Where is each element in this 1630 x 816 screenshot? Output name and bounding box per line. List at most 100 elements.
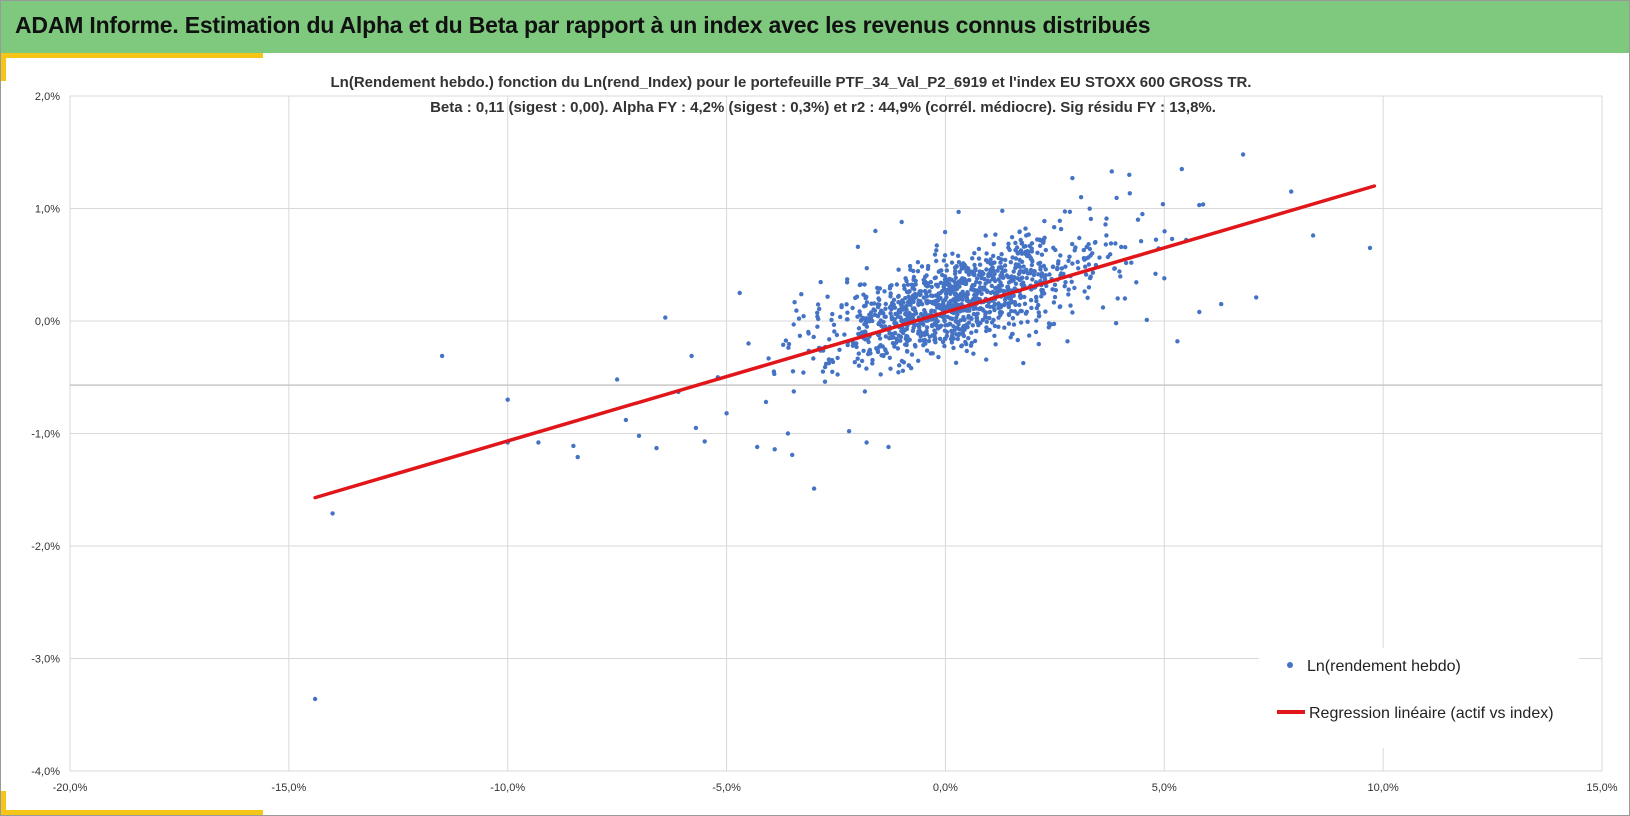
data-point bbox=[934, 248, 939, 253]
data-point bbox=[771, 369, 777, 374]
data-point bbox=[940, 272, 945, 278]
data-point bbox=[1006, 321, 1012, 326]
data-point bbox=[959, 266, 964, 271]
data-point bbox=[1367, 245, 1373, 251]
data-point bbox=[1006, 241, 1011, 246]
data-point bbox=[1067, 254, 1072, 259]
data-point bbox=[887, 305, 893, 310]
data-point bbox=[972, 262, 977, 268]
data-point bbox=[927, 334, 932, 339]
data-point bbox=[944, 263, 949, 268]
data-point bbox=[1090, 251, 1095, 256]
data-point bbox=[920, 320, 925, 325]
data-point bbox=[766, 356, 771, 361]
data-point bbox=[654, 445, 659, 451]
data-point bbox=[992, 271, 997, 277]
data-point bbox=[858, 312, 863, 318]
data-point bbox=[536, 440, 541, 445]
data-point bbox=[1144, 317, 1150, 323]
data-point bbox=[992, 333, 997, 338]
data-point bbox=[1081, 256, 1087, 261]
data-point bbox=[891, 297, 897, 302]
legend-label-scatter: Ln(rendement hebdo) bbox=[1307, 658, 1461, 675]
data-point bbox=[985, 259, 991, 265]
data-point bbox=[895, 346, 901, 351]
data-point bbox=[903, 296, 908, 301]
data-point bbox=[955, 253, 961, 258]
data-point bbox=[950, 316, 955, 321]
y-tick-label: 2,0% bbox=[35, 91, 60, 103]
data-point bbox=[1043, 247, 1049, 253]
data-point bbox=[1021, 264, 1026, 269]
data-point bbox=[932, 252, 938, 257]
data-point bbox=[913, 311, 919, 316]
data-point bbox=[1038, 278, 1043, 284]
data-point bbox=[951, 345, 956, 351]
data-point bbox=[1123, 260, 1129, 266]
data-point bbox=[1018, 320, 1024, 325]
data-point bbox=[987, 310, 992, 315]
data-point bbox=[957, 331, 962, 336]
data-point bbox=[1015, 250, 1020, 255]
data-point bbox=[1017, 229, 1022, 234]
data-point bbox=[856, 326, 862, 331]
data-point bbox=[887, 336, 892, 341]
data-point bbox=[858, 331, 863, 336]
data-point bbox=[917, 289, 922, 294]
data-point bbox=[1019, 308, 1024, 314]
data-point bbox=[822, 379, 828, 384]
data-point bbox=[830, 311, 835, 317]
data-point bbox=[1021, 244, 1027, 249]
data-point bbox=[941, 303, 946, 308]
data-point bbox=[995, 268, 1000, 273]
data-point bbox=[949, 340, 955, 345]
data-point bbox=[974, 315, 980, 320]
data-point bbox=[951, 324, 956, 329]
data-point bbox=[901, 360, 907, 365]
data-point bbox=[783, 338, 789, 343]
data-point bbox=[942, 328, 948, 333]
data-point bbox=[1254, 295, 1259, 300]
data-point bbox=[915, 260, 921, 265]
data-point bbox=[980, 317, 985, 323]
y-tick-label: -2,0% bbox=[31, 541, 60, 553]
data-point bbox=[984, 357, 989, 362]
data-point bbox=[772, 447, 777, 452]
data-point bbox=[815, 324, 820, 329]
data-point bbox=[1010, 255, 1015, 260]
data-point bbox=[897, 363, 902, 368]
data-point bbox=[1028, 267, 1034, 273]
data-point bbox=[989, 283, 994, 289]
data-point bbox=[1169, 236, 1175, 242]
data-point bbox=[1055, 266, 1060, 272]
data-point bbox=[977, 262, 983, 267]
data-point bbox=[934, 258, 939, 264]
data-point bbox=[1179, 166, 1185, 172]
data-point bbox=[962, 276, 967, 282]
data-point bbox=[959, 344, 964, 349]
data-point bbox=[1036, 302, 1041, 308]
data-point bbox=[1097, 255, 1102, 260]
data-point bbox=[1022, 294, 1027, 300]
data-point bbox=[864, 266, 869, 271]
y-tick-label: 0,0% bbox=[35, 316, 60, 328]
data-point bbox=[928, 293, 934, 298]
data-point bbox=[964, 348, 969, 354]
data-point bbox=[1006, 280, 1012, 285]
data-point bbox=[1058, 226, 1064, 232]
data-point bbox=[838, 314, 843, 320]
data-point bbox=[1017, 269, 1022, 274]
data-point bbox=[831, 322, 837, 327]
data-point bbox=[911, 277, 916, 282]
data-point bbox=[901, 305, 907, 310]
data-point bbox=[958, 309, 963, 314]
data-point bbox=[904, 278, 909, 284]
data-point bbox=[908, 267, 913, 272]
data-point bbox=[875, 285, 880, 291]
data-point bbox=[755, 444, 760, 450]
data-point bbox=[1134, 280, 1139, 285]
data-point bbox=[935, 319, 940, 324]
data-point bbox=[1073, 245, 1078, 250]
data-point bbox=[623, 417, 629, 423]
data-point bbox=[1086, 262, 1092, 267]
